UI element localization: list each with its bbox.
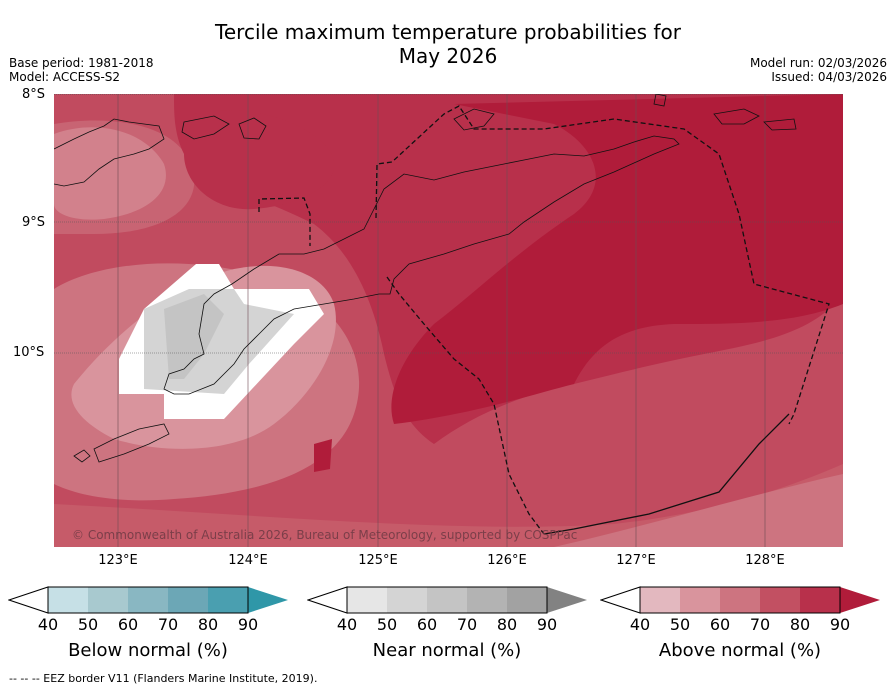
lon-label-126e: 126°E	[487, 553, 527, 568]
alor-coast	[181, 115, 230, 140]
title-line-2: May 2026	[398, 44, 498, 68]
tick-above-90: 90	[829, 615, 851, 634]
cbar-above-seg-50	[680, 587, 720, 613]
probability-map: © Commonwealth of Australia 2026, Bureau…	[54, 94, 843, 547]
tick-near-60: 60	[416, 615, 438, 634]
cbar-below-seg-70	[168, 587, 208, 613]
tick-above-50: 50	[669, 615, 691, 634]
near-normal-patch-2	[164, 294, 224, 379]
tick-above-70: 70	[749, 615, 771, 634]
cbar-below-seg-50	[88, 587, 128, 613]
lat-label-10s: 10°S	[13, 345, 45, 360]
model-name: Model: ACCESS-S2	[9, 70, 121, 84]
eez-solid	[543, 413, 790, 535]
cbar-below-seg-40	[48, 587, 88, 613]
pantar-coast	[238, 117, 267, 140]
tick-below-40: 40	[37, 615, 59, 634]
tick-below-60: 60	[117, 615, 139, 634]
cbar-near-seg-50	[387, 587, 427, 613]
flores-coast	[54, 118, 165, 187]
colorbar-above-normal	[600, 586, 880, 614]
wetar-coast	[453, 108, 495, 131]
lon-label-124e: 124°E	[228, 553, 268, 568]
tick-near-70: 70	[456, 615, 478, 634]
issued-date: Issued: 04/03/2026	[771, 70, 887, 84]
cbar-near-seg-40	[347, 587, 387, 613]
east-islands	[713, 108, 797, 131]
tick-below-50: 50	[77, 615, 99, 634]
lat-label-9s: 9°S	[22, 215, 46, 230]
tick-below-70: 70	[157, 615, 179, 634]
eez-border	[258, 105, 830, 535]
metadata-left: Base period: 1981-2018 Model: ACCESS-S2	[9, 56, 154, 84]
cbar-above-seg-70	[760, 587, 800, 613]
colorbar-below-normal	[8, 586, 288, 614]
tick-above-80: 80	[789, 615, 811, 634]
lat-label-8s: 8°S	[22, 87, 46, 102]
contour-bottom-2	[554, 474, 843, 547]
cbar-near-seg-80	[507, 587, 547, 613]
small-dark-spot	[314, 439, 332, 472]
coastlines	[54, 94, 797, 463]
tick-near-40: 40	[336, 615, 358, 634]
metadata-right: Model run: 02/03/2026 Issued: 04/03/2026	[750, 56, 887, 84]
lon-label-125e: 125°E	[358, 553, 398, 568]
contour-90	[391, 94, 843, 424]
rote-coast	[93, 423, 170, 463]
contour-nw-60	[54, 120, 195, 234]
cbar-below-seg-80	[208, 587, 248, 613]
label-above-normal: Above normal (%)	[658, 640, 822, 661]
label-near-normal: Near normal (%)	[372, 640, 522, 661]
sawu-coast	[73, 449, 91, 463]
lon-label-123e: 123°E	[98, 553, 138, 568]
cbar-below-seg-60	[128, 587, 168, 613]
cbar-near-seg-60	[427, 587, 467, 613]
timor-coast	[163, 135, 680, 395]
tick-near-90: 90	[536, 615, 558, 634]
cbar-above-seg-60	[720, 587, 760, 613]
copyright-text: © Commonwealth of Australia 2026, Bureau…	[72, 528, 577, 542]
cbar-above-seg-80	[800, 587, 840, 613]
base-period: Base period: 1981-2018	[9, 56, 154, 70]
contour-90-west	[184, 110, 335, 210]
meridians	[117, 94, 766, 547]
colorbar-near-normal	[307, 586, 587, 614]
tick-near-80: 80	[496, 615, 518, 634]
lon-label-127e: 127°E	[616, 553, 656, 568]
cbar-near-seg-70	[467, 587, 507, 613]
tick-below-90: 90	[237, 615, 259, 634]
cbar-above-seg-90	[840, 587, 880, 613]
tick-above-60: 60	[709, 615, 731, 634]
atauro	[653, 94, 667, 107]
label-below-normal: Below normal (%)	[68, 640, 228, 661]
map-title: Tercile maximum temperature probabilitie…	[0, 20, 896, 68]
title-line-1: Tercile maximum temperature probabilitie…	[215, 20, 681, 44]
model-run: Model run: 02/03/2026	[749, 56, 887, 70]
tick-below-80: 80	[197, 615, 219, 634]
cbar-above-seg-40	[640, 587, 680, 613]
cbar-near-seg-90	[547, 587, 587, 613]
tick-above-40: 40	[629, 615, 651, 634]
cbar-below-seg-90	[248, 587, 288, 613]
lon-label-128e: 128°E	[745, 553, 785, 568]
eez-footnote: -- -- -- EEZ border V11 (Flanders Marine…	[9, 672, 318, 685]
tick-near-50: 50	[376, 615, 398, 634]
